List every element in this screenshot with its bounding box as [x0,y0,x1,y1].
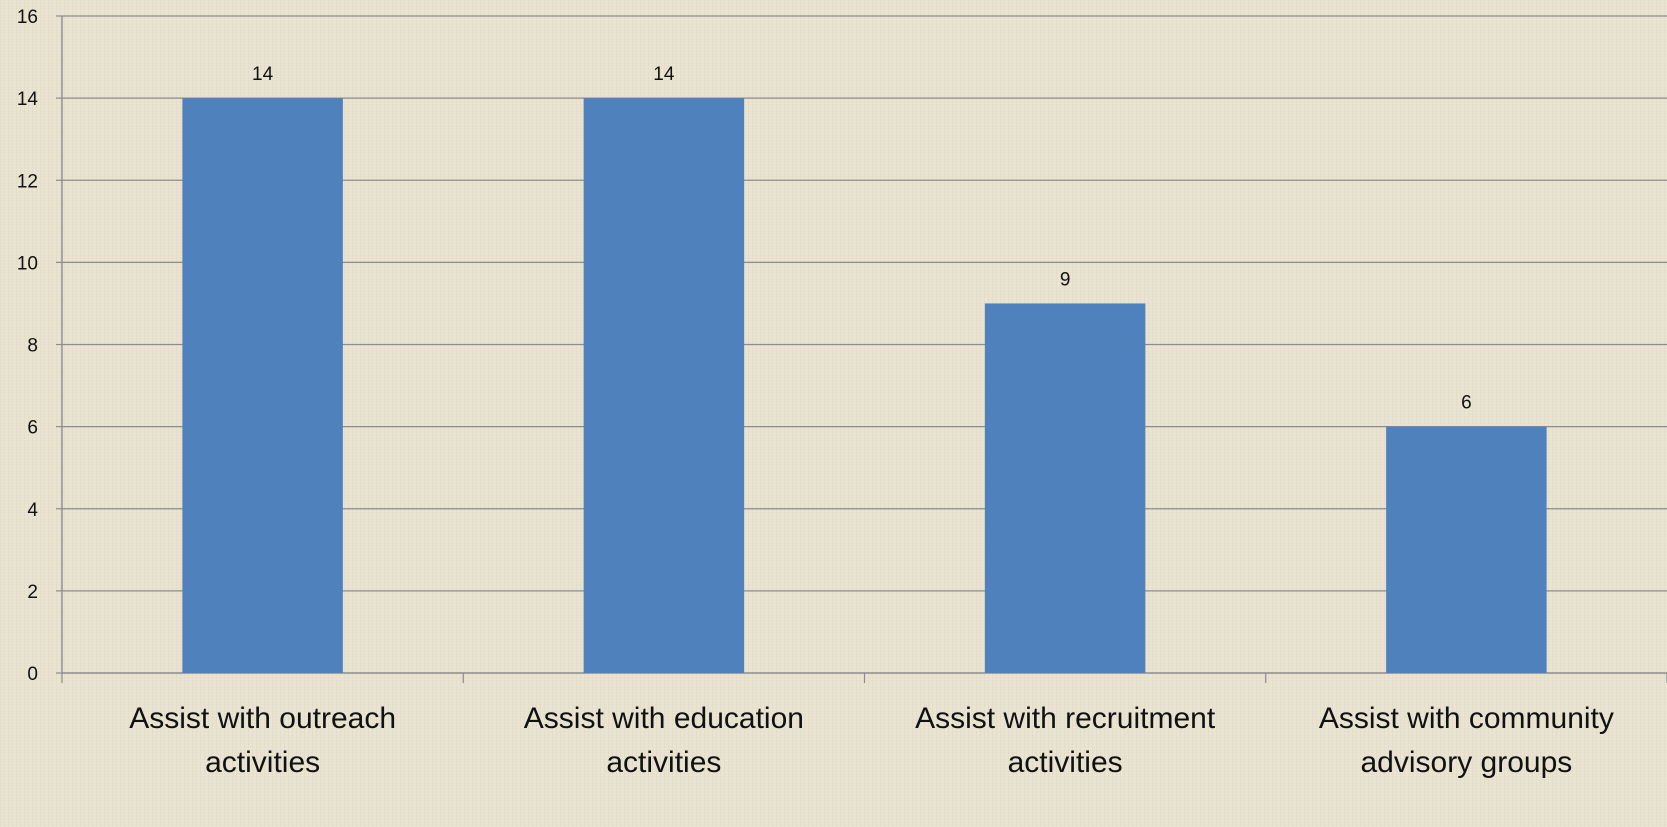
bar-1 [182,98,343,673]
y-tick-label-12: 12 [17,171,38,192]
bar-4 [1386,426,1547,673]
x-category-label-1-line-1: Assist with outreach [129,702,396,735]
bar-3 [984,303,1146,673]
data-label-1: 14 [252,64,274,85]
y-tick-label-14: 14 [17,89,39,110]
data-label-4: 6 [1461,393,1472,414]
x-category-label-2-line-2: activities [606,746,721,779]
y-tick-label-16: 16 [17,7,38,28]
y-tick-label-8: 8 [27,336,38,357]
y-tick-label-0: 0 [27,664,38,685]
x-category-label-4-line-2: advisory groups [1360,746,1572,779]
x-category-label-3-line-2: activities [1008,746,1123,779]
y-tick-label-2: 2 [27,582,38,603]
x-category-label-3-line-1: Assist with recruitment [915,702,1216,735]
data-label-3: 9 [1060,269,1071,290]
y-tick-label-4: 4 [27,500,38,521]
x-category-label-1-line-2: activities [205,746,320,779]
y-tick-label-6: 6 [27,418,38,439]
data-label-2: 14 [653,64,675,85]
y-tick-label-10: 10 [17,253,38,274]
x-category-label-4-line-1: Assist with community [1319,702,1614,735]
x-category-label-2-line-1: Assist with education [524,702,804,735]
bar-2 [583,98,745,673]
